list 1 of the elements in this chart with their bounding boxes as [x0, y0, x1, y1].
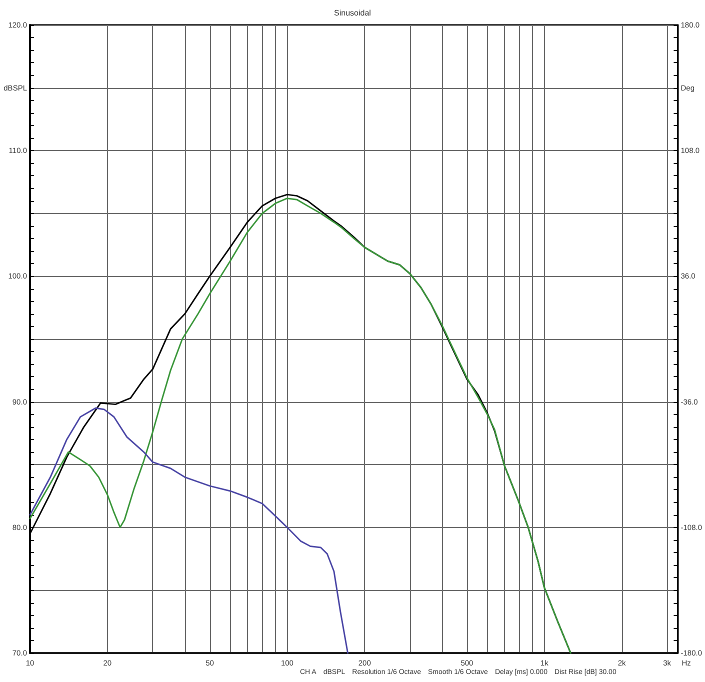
chart-title: Sinusoidal — [334, 8, 372, 18]
